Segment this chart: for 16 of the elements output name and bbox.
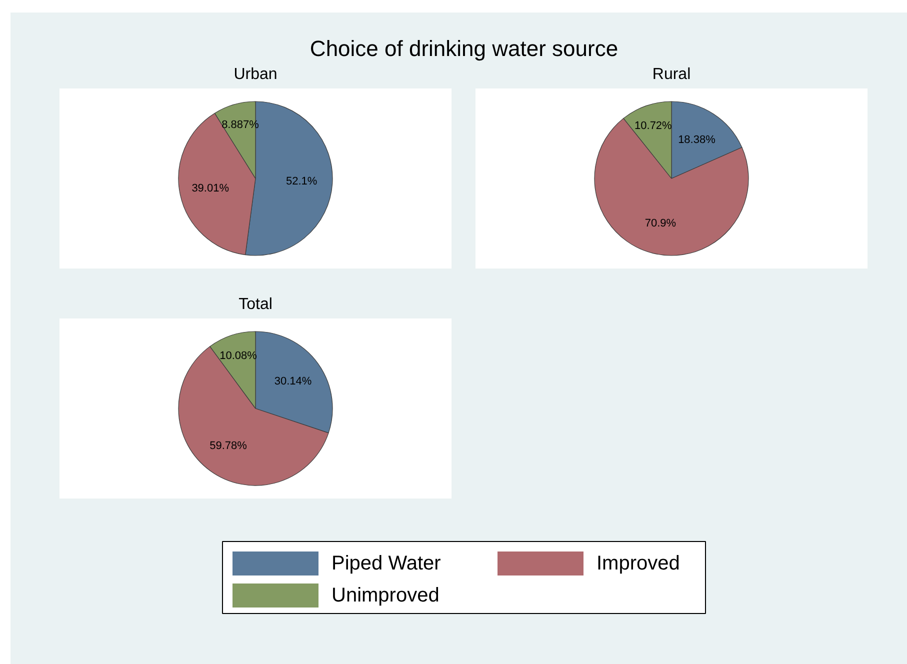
legend-label: Unimproved bbox=[332, 584, 440, 606]
data-label: 10.72% bbox=[634, 120, 672, 132]
data-label: 30.14% bbox=[274, 376, 312, 388]
data-label: 18.38% bbox=[678, 134, 716, 146]
data-label: 39.01% bbox=[192, 182, 230, 194]
text: Choice of drinking water source bbox=[310, 36, 618, 61]
data-label: 52.1% bbox=[286, 176, 318, 188]
chart-title: Urban bbox=[234, 66, 278, 83]
legend-label: Improved bbox=[596, 552, 680, 574]
chart-title: Total bbox=[238, 296, 272, 313]
data-label: 59.78% bbox=[210, 440, 248, 452]
chart-title: Rural bbox=[652, 66, 691, 83]
data-label: 8.887% bbox=[222, 119, 260, 132]
data-label: 10.08% bbox=[220, 350, 258, 362]
data-label: 70.9% bbox=[644, 217, 676, 230]
legend-label: Piped Water bbox=[332, 552, 442, 574]
